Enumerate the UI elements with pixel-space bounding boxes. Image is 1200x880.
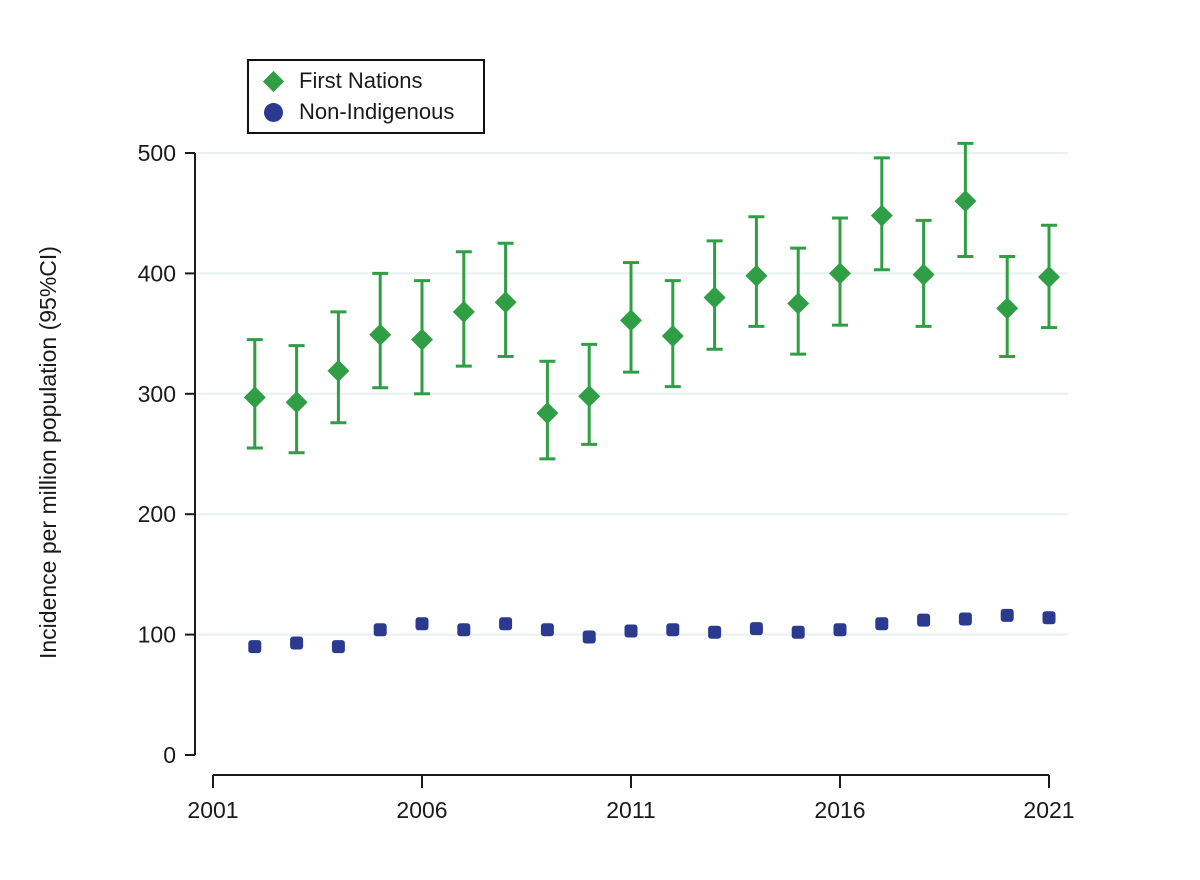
y-axis-tick-label: 500 — [138, 140, 176, 166]
data-point-first-nations — [536, 402, 559, 425]
data-point-non-indigenous — [290, 636, 304, 650]
non-indigenous-marker-icon — [262, 101, 284, 123]
data-point-non-indigenous — [875, 617, 889, 631]
data-point-first-nations — [452, 300, 475, 323]
data-point-non-indigenous — [415, 617, 429, 631]
data-point-first-nations — [369, 323, 392, 346]
y-axis-title: Incidence per million population (95%CI) — [35, 246, 61, 659]
data-point-first-nations — [243, 386, 266, 409]
data-point-non-indigenous — [331, 640, 345, 654]
y-axis-tick-label: 0 — [163, 742, 176, 768]
data-point-first-nations — [578, 385, 601, 408]
data-point-non-indigenous — [749, 622, 763, 636]
data-point-non-indigenous — [666, 623, 680, 637]
data-point-non-indigenous — [540, 623, 554, 637]
data-point-non-indigenous — [917, 613, 931, 627]
data-point-first-nations — [285, 391, 308, 414]
legend-label-non-indigenous: Non-Indigenous — [299, 99, 455, 124]
y-axis-tick-label: 200 — [138, 501, 176, 527]
data-point-first-nations — [870, 204, 893, 227]
legend-item-non-indigenous: Non-Indigenous — [262, 101, 483, 123]
data-point-non-indigenous — [958, 612, 972, 626]
data-point-first-nations — [1038, 266, 1060, 289]
data-point-non-indigenous — [708, 625, 722, 639]
first-nations-marker-icon — [262, 70, 284, 92]
data-point-non-indigenous — [373, 623, 387, 637]
data-point-non-indigenous — [248, 640, 262, 654]
legend: First Nations Non-Indigenous — [247, 59, 485, 134]
y-axis-tick-label: 100 — [138, 622, 176, 648]
data-point-first-nations — [620, 309, 642, 332]
data-point-non-indigenous — [1042, 611, 1056, 625]
x-axis-tick-label: 2016 — [814, 797, 865, 823]
data-point-first-nations — [745, 264, 768, 287]
data-point-non-indigenous — [1000, 608, 1014, 622]
data-point-first-nations — [912, 263, 935, 286]
data-point-first-nations — [327, 359, 350, 382]
data-point-first-nations — [703, 286, 726, 309]
data-point-non-indigenous — [457, 623, 471, 637]
data-point-non-indigenous — [499, 617, 513, 631]
data-point-first-nations — [829, 262, 851, 285]
data-point-first-nations — [411, 328, 433, 351]
x-axis-tick-label: 2011 — [606, 797, 655, 823]
x-axis-tick-label: 2006 — [396, 797, 447, 823]
x-axis-tick-label: 2021 — [1023, 797, 1074, 823]
data-point-non-indigenous — [833, 623, 847, 637]
diamond-icon — [262, 70, 284, 92]
data-point-non-indigenous — [791, 625, 805, 639]
circle-icon — [263, 102, 283, 122]
y-axis-tick-label: 300 — [138, 381, 176, 407]
data-point-first-nations — [787, 292, 810, 315]
data-point-first-nations — [661, 325, 684, 348]
legend-label-first-nations: First Nations — [299, 68, 423, 93]
data-point-non-indigenous — [624, 624, 638, 638]
x-axis-tick-label: 2001 — [187, 797, 238, 823]
data-point-first-nations — [954, 190, 977, 213]
data-point-first-nations — [996, 297, 1019, 320]
legend-item-first-nations: First Nations — [262, 70, 483, 92]
y-axis-tick-label: 400 — [138, 260, 176, 286]
data-point-first-nations — [494, 291, 517, 314]
data-point-non-indigenous — [582, 630, 596, 644]
